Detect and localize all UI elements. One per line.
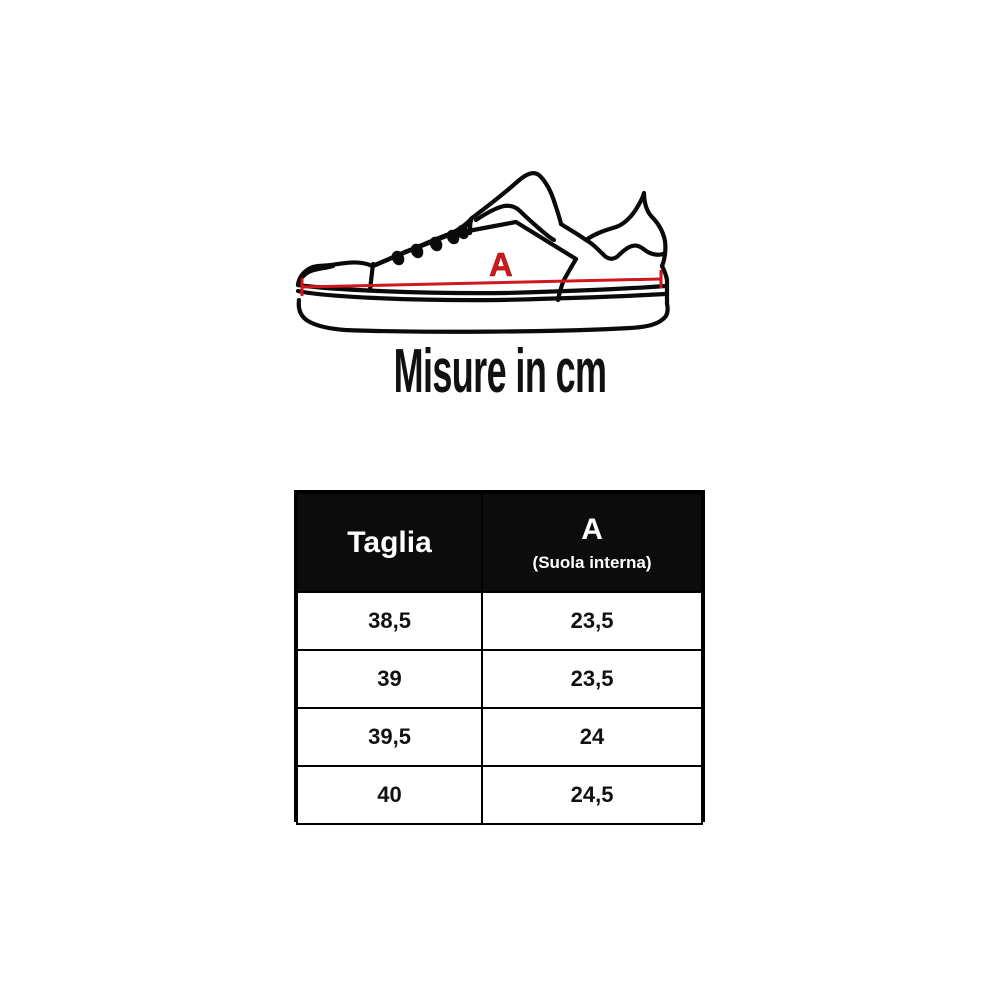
svg-text:A: A — [489, 246, 513, 283]
